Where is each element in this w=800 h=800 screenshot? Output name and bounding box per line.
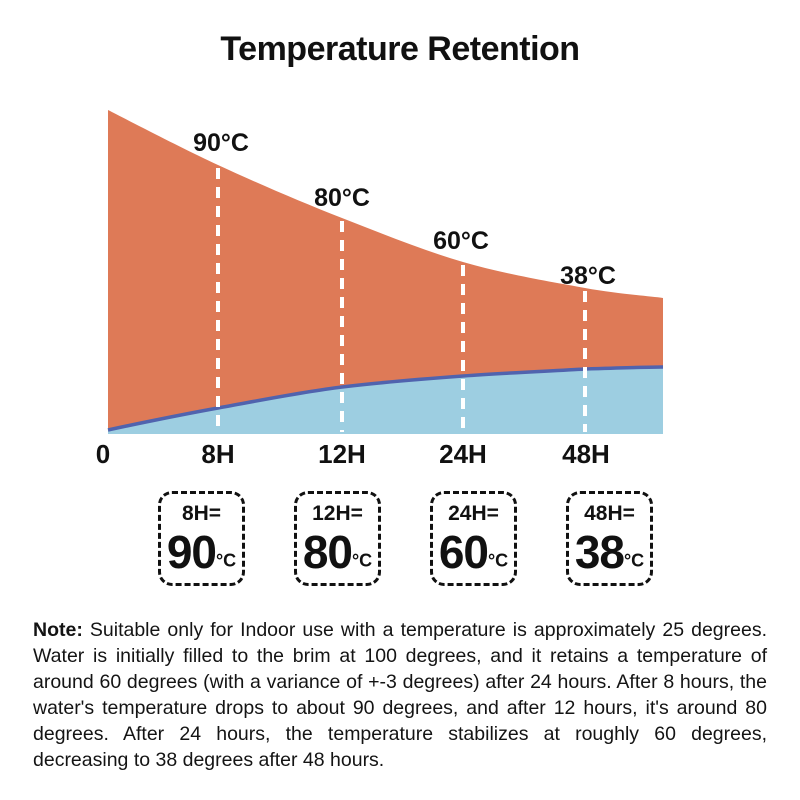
guide-lines <box>216 168 587 432</box>
x-tick-48h: 48H <box>562 439 610 469</box>
x-tick-8h: 8H <box>201 439 234 469</box>
x-tick-24h: 24H <box>439 439 487 469</box>
callout-box-48h: 48H= 38°C <box>566 491 653 586</box>
note-paragraph: Note: Suitable only for Indoor use with … <box>33 617 767 773</box>
x-tick-0: 0 <box>96 439 110 469</box>
callout-temp-value: 90°C <box>161 527 242 586</box>
callout-temp-unit: °C <box>351 550 373 571</box>
callout-temp-value: 38°C <box>569 527 650 586</box>
x-tick-12h: 12H <box>318 439 366 469</box>
callout-row: 8H= 90°C 12H= 80°C 24H= 60°C 48H= 38°C <box>158 491 653 586</box>
callout-temp-number: 90 <box>166 526 217 578</box>
callout-temp-value: 60°C <box>433 527 514 586</box>
note-label: Note: <box>33 619 83 641</box>
callout-box-24h: 24H= 60°C <box>430 491 517 586</box>
callout-time-label: 12H= <box>312 502 363 525</box>
callout-box-12h: 12H= 80°C <box>294 491 381 586</box>
callout-temp-unit: °C <box>487 550 509 571</box>
point-label-60c: 60°C <box>433 227 489 255</box>
callout-temp-value: 80°C <box>297 527 378 586</box>
note-text: Suitable only for Indoor use with a temp… <box>33 619 767 771</box>
callout-temp-unit: °C <box>215 550 237 571</box>
callout-temp-number: 60 <box>438 526 489 578</box>
point-label-38c: 38°C <box>560 262 616 290</box>
callout-time-label: 8H= <box>181 502 222 525</box>
callout-time-label: 48H= <box>584 502 635 525</box>
hot-area-shape <box>108 110 663 434</box>
point-label-80c: 80°C <box>314 184 370 212</box>
page-title: Temperature Retention <box>220 30 580 68</box>
temperature-retention-chart: 90°C 80°C 60°C 38°C 0 8H 12H 24H 48H <box>96 110 664 469</box>
callout-box-8h: 8H= 90°C <box>158 491 245 586</box>
callout-temp-number: 80 <box>302 526 353 578</box>
cool-area-shape <box>108 367 663 434</box>
callout-temp-number: 38 <box>574 526 625 578</box>
callout-time-label: 24H= <box>448 502 499 525</box>
callout-temp-unit: °C <box>623 550 645 571</box>
point-label-90c: 90°C <box>193 129 249 157</box>
